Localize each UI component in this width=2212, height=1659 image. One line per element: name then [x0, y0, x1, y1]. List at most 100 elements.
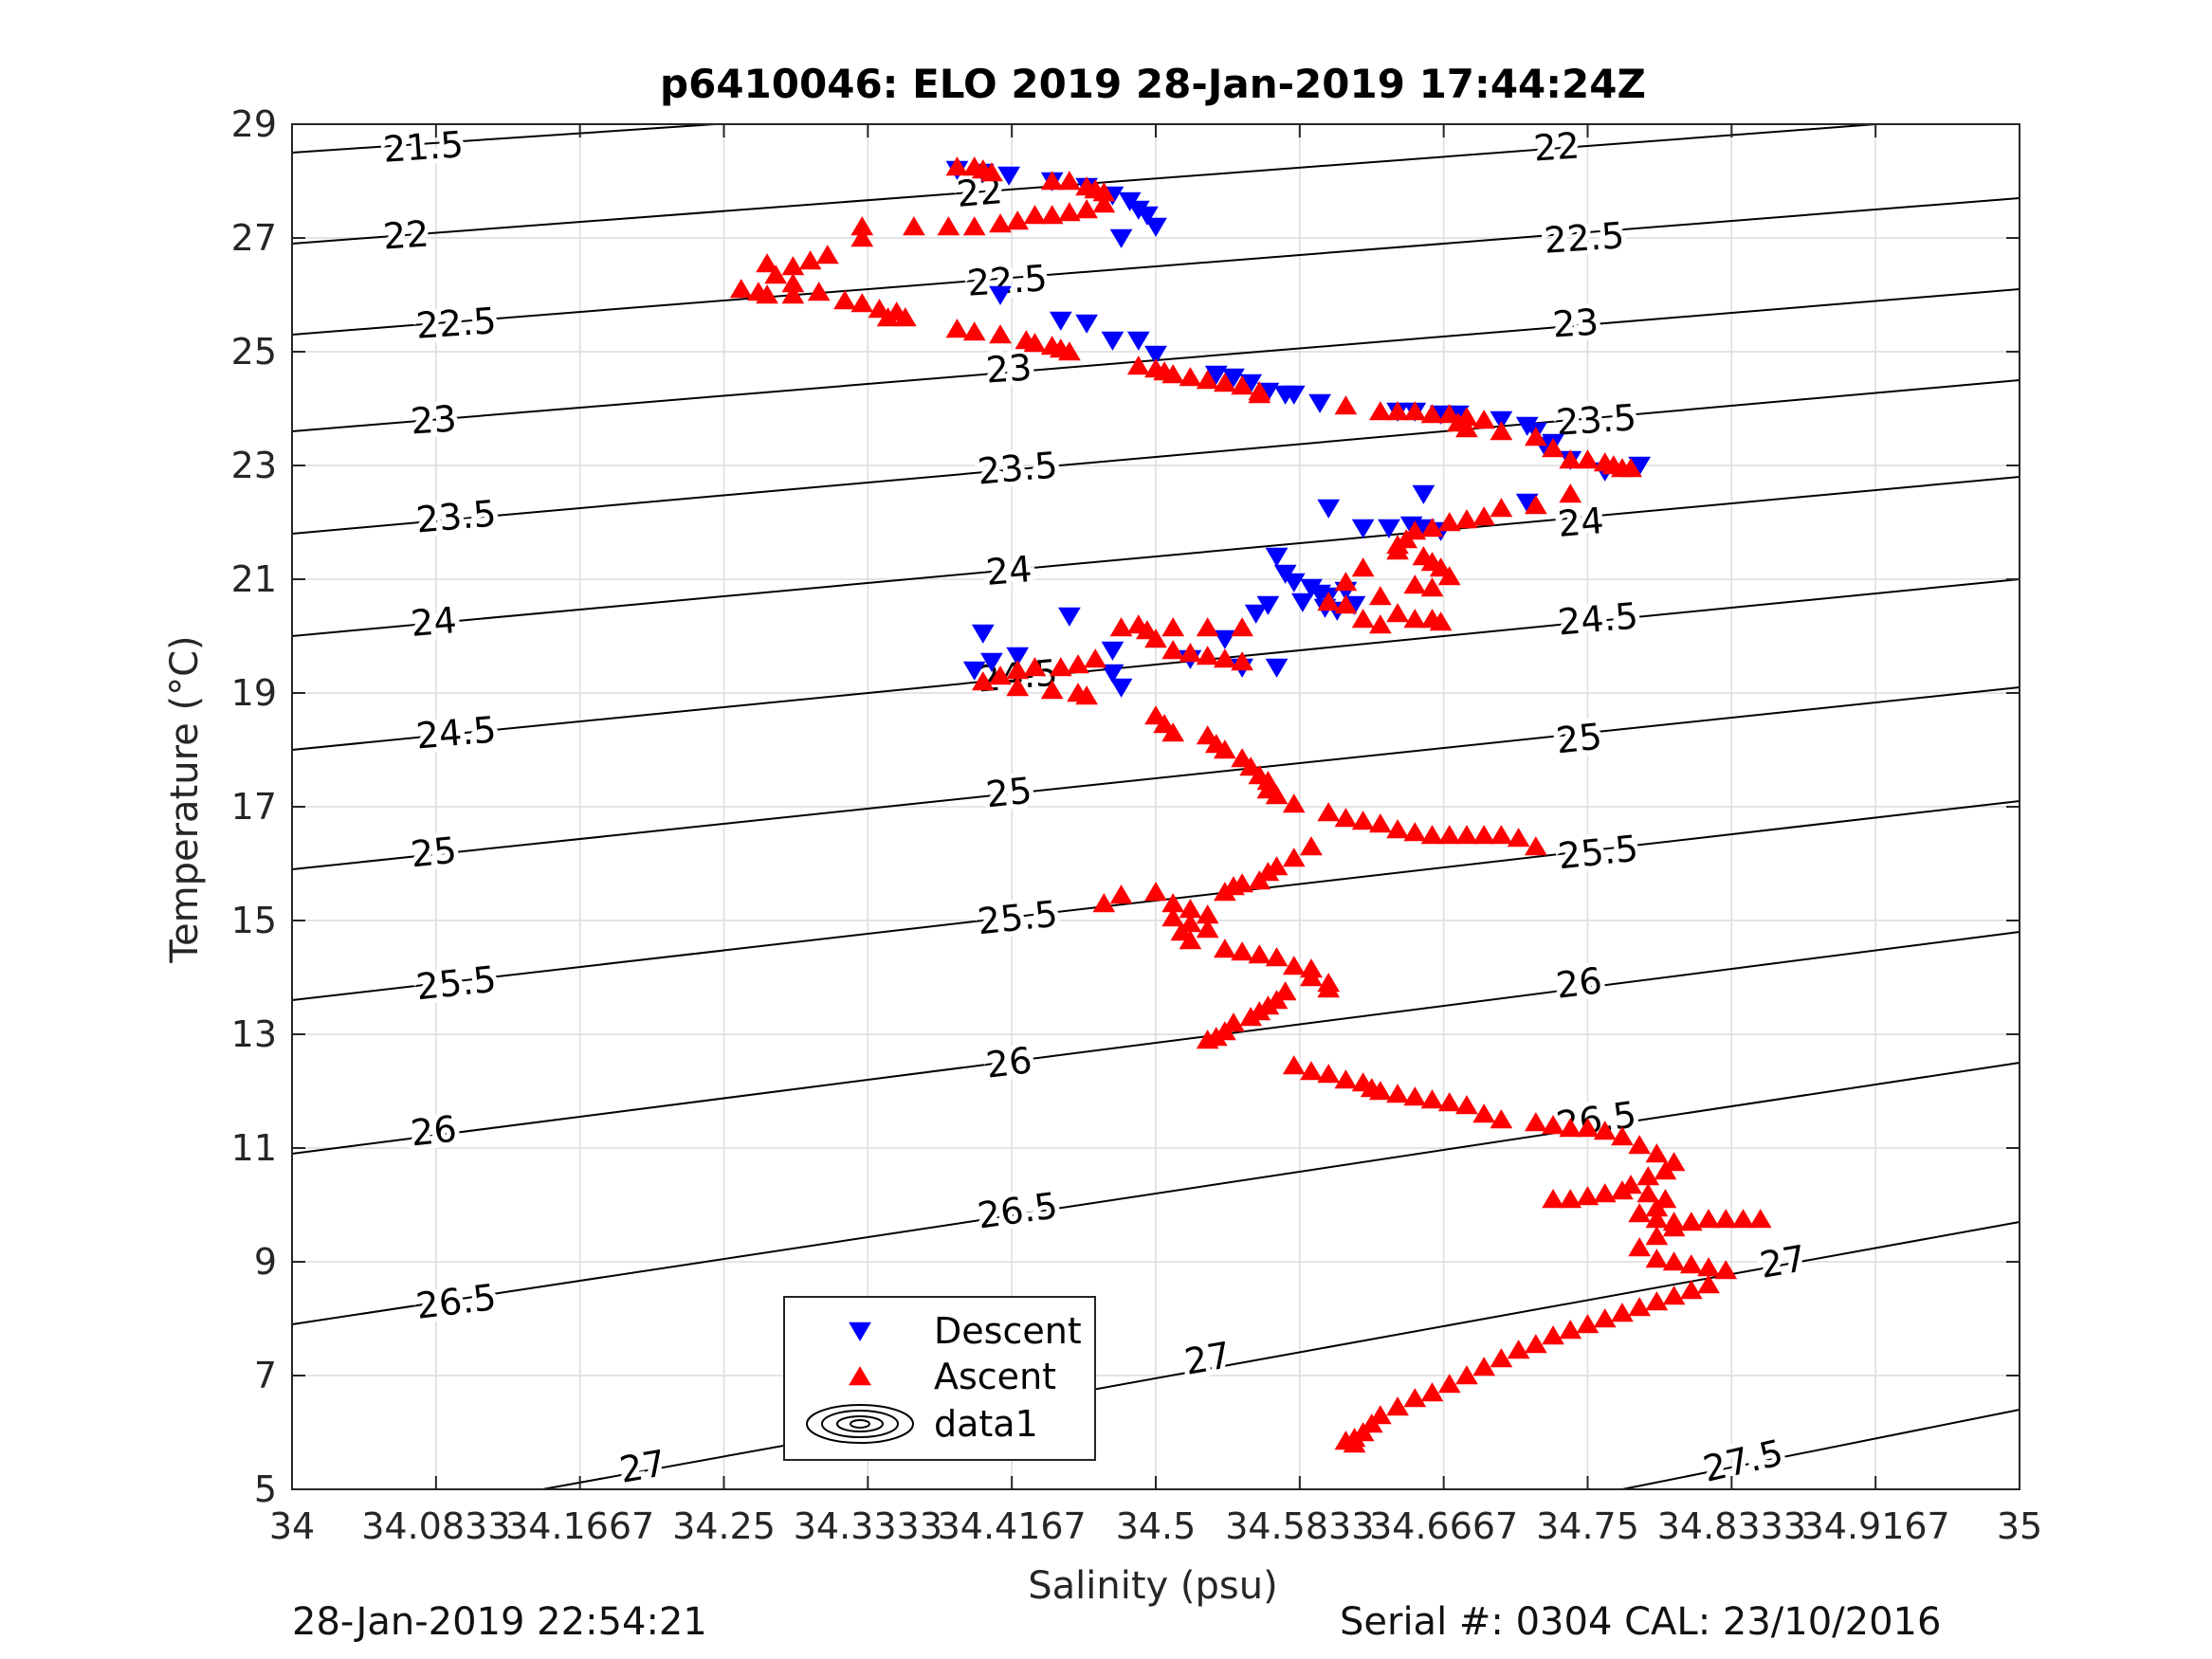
ascent-point: [1179, 643, 1202, 663]
ascent-point: [1161, 640, 1185, 660]
ascent-point: [1179, 930, 1202, 950]
ascent-point: [850, 293, 874, 313]
ascent-point: [1593, 1183, 1617, 1203]
ascent-point: [1420, 1382, 1444, 1402]
ascent-point: [1490, 1109, 1513, 1129]
legend-marker-contour: [836, 1415, 884, 1432]
ascent-point: [1179, 367, 1202, 387]
ascent-point: [1368, 1081, 1392, 1101]
legend-marker-contour: [806, 1404, 914, 1444]
ascent-point: [1300, 1061, 1323, 1081]
descent-point: [971, 624, 995, 644]
contour-line-26: [291, 931, 2020, 1155]
ascent-point: [1214, 373, 1236, 392]
ascent-point: [1317, 802, 1341, 822]
x-tick-label: 35: [1997, 1505, 2042, 1547]
ascent-point: [1231, 617, 1253, 637]
y-axis-ticks: 5 7 9 11 13 15 17 19 21 23 25 27 29: [231, 103, 2020, 1510]
y-tick-label: 25: [231, 331, 277, 373]
ascent-point: [1265, 785, 1289, 805]
ascent-point: [1420, 518, 1444, 538]
contour-label: 23: [1551, 301, 1600, 345]
ascent-point: [989, 665, 1012, 685]
contour-line-21-5: [291, 123, 716, 154]
chart-title: p6410046: ELO 2019 28-Jan-2019 17:44:24Z: [660, 61, 1646, 107]
ascent-point: [1455, 1365, 1478, 1385]
contour-label: 23.5: [414, 492, 498, 540]
footer-serial-calibration: Serial #: 0304 CAL: 23/10/2016: [1340, 1600, 1942, 1644]
contour-label: 22: [382, 212, 430, 257]
ascent-point: [1437, 1092, 1461, 1112]
contour-label: 22.5: [414, 300, 497, 347]
ascent-point: [1576, 1314, 1600, 1334]
ascent-point: [1317, 978, 1341, 998]
ascent-point: [1109, 617, 1133, 637]
ascent-point: [1196, 725, 1219, 745]
legend-marker-contour: [821, 1410, 899, 1438]
ascent-point: [1300, 836, 1323, 856]
contour-label: 22.5: [966, 257, 1049, 304]
ascent-point: [1542, 1189, 1564, 1209]
ascent-point: [1360, 1413, 1383, 1433]
ascent-point: [1214, 648, 1236, 668]
ascent-point: [1214, 739, 1236, 759]
y-tick-label: 23: [231, 445, 277, 486]
descent-point: [1412, 484, 1435, 504]
ascent-point: [1429, 611, 1453, 631]
ascent-point: [1023, 333, 1047, 353]
ascent-point: [1472, 410, 1496, 429]
ascent-point: [1403, 574, 1427, 594]
ascent-point: [1161, 722, 1185, 742]
x-tick-label: 34.1667: [505, 1505, 654, 1547]
ascent-point: [1368, 813, 1392, 833]
contour-label: 23.5: [1555, 396, 1637, 444]
data-points: [729, 156, 1772, 1453]
contour-label: 26: [1554, 959, 1604, 1007]
footer-timestamp: 28-Jan-2019 22:54:21: [292, 1600, 707, 1644]
ascent-point: [1006, 677, 1030, 697]
ascent-point: [962, 321, 986, 341]
y-axis-label: Temperature (°C): [163, 635, 207, 963]
ascent-point: [1437, 825, 1461, 845]
ascent-point: [1248, 384, 1271, 404]
descent-point: [1378, 519, 1400, 538]
ascent-point: [937, 216, 960, 236]
descent-point: [989, 285, 1012, 305]
ascent-point: [1239, 757, 1263, 776]
x-tick-label: 34.0833: [361, 1505, 510, 1547]
contour-label: 25.5: [414, 958, 499, 1009]
ascent-point: [1006, 210, 1030, 230]
legend-marker-descent: [849, 1322, 871, 1341]
contour-label: 25.5: [976, 893, 1060, 943]
x-tick-label: 34.3333: [794, 1505, 942, 1547]
ascent-point: [1222, 1012, 1245, 1032]
ascent-point: [1343, 1433, 1366, 1453]
legend-marker-ascent: [849, 1366, 871, 1386]
ascent-point: [1429, 557, 1453, 577]
descent-point: [1075, 314, 1098, 334]
ascent-point: [1075, 685, 1098, 705]
ascent-point: [1645, 1226, 1669, 1246]
contour-label: 26: [983, 1039, 1033, 1086]
ascent-point: [1170, 921, 1194, 941]
ascent-point: [1628, 1203, 1652, 1223]
ascent-point: [1040, 205, 1064, 225]
ascent-point: [1092, 893, 1116, 913]
ascent-point: [1196, 370, 1219, 390]
ascent-point: [1524, 1112, 1547, 1132]
legend-label: data1: [934, 1403, 1038, 1445]
contour-label: 25: [984, 770, 1034, 816]
ascent-point: [1161, 617, 1185, 637]
y-tick-label: 5: [254, 1468, 277, 1510]
ascent-point: [868, 299, 891, 319]
ascent-point: [798, 250, 822, 270]
ascent-point: [815, 245, 839, 264]
contour-label: 25: [409, 830, 459, 876]
ascent-point: [1420, 404, 1444, 424]
contour-label: 22: [1532, 124, 1581, 169]
descent-point: [1101, 664, 1124, 684]
ascent-point: [1403, 520, 1427, 540]
descent-point: [997, 166, 1021, 186]
ascent-point: [1576, 1186, 1600, 1206]
ascent-point: [1196, 1030, 1219, 1049]
